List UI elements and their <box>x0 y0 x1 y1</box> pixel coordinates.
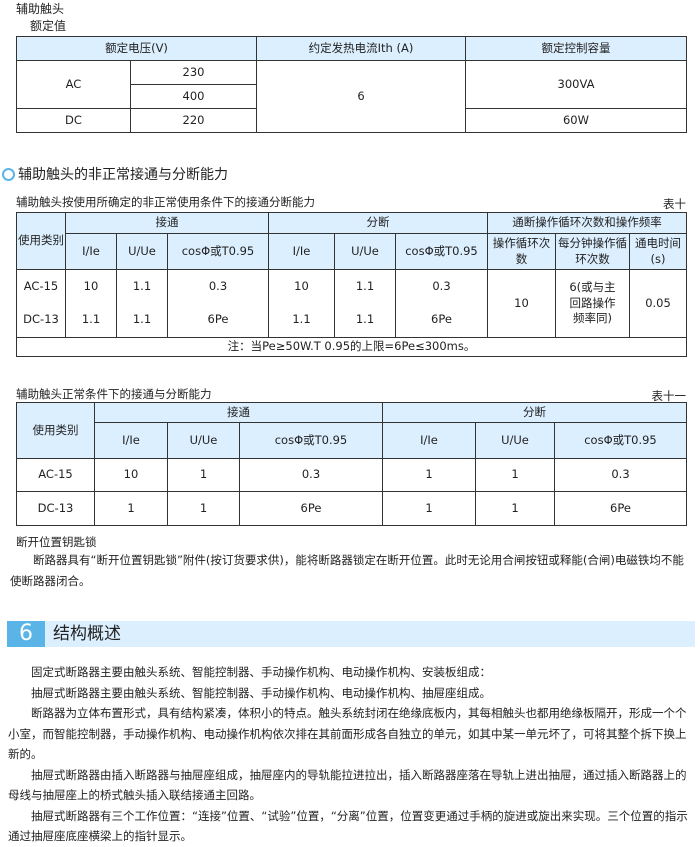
table10-note: 注：当Pe≥50W.T 0.95的上限=6Pe≤300ms。 <box>15 337 688 357</box>
table10-caption: 辅助触头按使用所确定的非正常使用条件下的接通分断能力 <box>16 195 315 209</box>
h-b-cos: cosΦ或T0.95 <box>395 233 488 270</box>
h-use: 使用类别 <box>16 212 66 270</box>
lock-text: 断路器具有“断开位置钥匙锁”附件(按订货要求供)，能将断路器锁定在断开位置。此时… <box>10 553 684 588</box>
table10-label: 表十 <box>663 197 686 211</box>
cell: 1 <box>382 458 476 492</box>
cell-cap-dc: 60W <box>465 108 687 133</box>
cell: 1 <box>167 491 240 526</box>
table11: 使用类别 接通 分断 I/Ie U/Ue cosΦ或T0.95 I/Ie U/Ue cosΦ… <box>16 402 687 526</box>
cell: 6Pe <box>554 491 687 526</box>
h-b-ue: U/Ue <box>475 422 555 459</box>
cell: AC-15 <box>16 458 95 492</box>
section-title: 结构概述 <box>53 624 121 644</box>
table11-label: 表十一 <box>651 389 687 403</box>
paragraph: 抽屉式断路器由插入断路器与抽屉座组成，抽屉座内的导轨能拉进拉出，插入断路器座落在… <box>8 767 687 803</box>
cell: 0.3 <box>167 269 269 304</box>
cell: 1.1 <box>268 303 335 338</box>
section-heading-text: 辅助触头的非正常接通与分断能力 <box>18 167 228 183</box>
section6-bar: 6 结构概述 <box>7 621 695 647</box>
lock-title: 断开位置钥匙锁 <box>16 535 97 549</box>
h-b-ie: I/Ie <box>268 233 335 270</box>
circle-bullet-icon <box>2 167 15 181</box>
h-m-ue: U/Ue <box>167 422 240 459</box>
h-m-ie: I/Ie <box>65 233 117 270</box>
h-break: 分断 <box>268 212 488 234</box>
h-permin: 每分钟操作循环次数 <box>555 233 630 270</box>
cell: DC-13 <box>16 303 66 338</box>
cell-time: 0.05 <box>628 269 688 338</box>
cell: AC-15 <box>16 269 66 304</box>
cell: 10 <box>65 269 117 304</box>
cell: 1.1 <box>334 269 396 304</box>
cell: 1 <box>94 491 168 526</box>
cell-cycles: 10 <box>487 269 556 338</box>
cell: 10 <box>94 458 168 492</box>
cell-cap-ac: 300VA <box>465 60 687 109</box>
table11-caption: 辅助触头正常条件下的接通与分断能力 <box>16 387 212 401</box>
cell: 0.3 <box>395 269 488 304</box>
cell: 6Pe <box>167 303 269 338</box>
cell: 1.1 <box>116 303 168 338</box>
cell: 1 <box>167 458 240 492</box>
paragraph: 断路器为立体布置形式，具有结构紧凑，体积小的特点。触头系统封闭在绝缘底板内，其每… <box>8 706 687 761</box>
section-heading-abnormal: 辅助触头的非正常接通与分断能力 <box>2 164 228 184</box>
cell: 1 <box>475 458 555 492</box>
aux-title: 辅助触头 <box>16 2 65 16</box>
cell-400: 400 <box>130 84 257 109</box>
cell-ith: 6 <box>256 60 466 133</box>
h-b-ie: I/Ie <box>382 422 476 459</box>
cell-ac: AC <box>16 60 131 109</box>
paragraph: 固定式断路器主要由触头系统、智能控制器、手动操作机构、电动操作机构、安装板组成： <box>31 665 491 679</box>
header-ith: 约定发热电流Ith (A) <box>256 36 466 61</box>
section-number: 6 <box>7 621 45 647</box>
cell: 1.1 <box>334 303 396 338</box>
cell: 10 <box>268 269 335 304</box>
h-make: 接通 <box>94 402 383 423</box>
h-b-cos: cosΦ或T0.95 <box>554 422 687 459</box>
cell: 6Pe <box>239 491 383 526</box>
h-m-cos: cosΦ或T0.95 <box>239 422 383 459</box>
cell: 0.3 <box>239 458 383 492</box>
h-cycles: 操作循环次数 <box>487 233 556 270</box>
h-b-ue: U/Ue <box>334 233 396 270</box>
paragraph: 抽屉式断路器有三个工作位置：“连接”位置、“试验”位置，“分离”位置，位置变更通… <box>8 808 688 844</box>
cell: 0.3 <box>554 458 687 492</box>
header-voltage: 额定电压(V) <box>16 36 257 61</box>
cell: 6Pe <box>395 303 488 338</box>
h-ops: 通断操作循环次数和操作频率 <box>486 212 688 234</box>
h-make: 接通 <box>65 212 269 234</box>
cell-permin: 6(或与主回路操作频率同) <box>555 269 630 338</box>
h-m-cos: cosΦ或T0.95 <box>167 233 269 270</box>
h-use: 使用类别 <box>16 402 95 459</box>
cell-dc: DC <box>16 108 131 133</box>
rated-values-table: 额定电压(V) 约定发热电流Ith (A) 额定控制容量 AC 230 6 300… <box>16 36 687 133</box>
cell: 1.1 <box>116 269 168 304</box>
cell: 1 <box>382 491 476 526</box>
section6-body: 固定式断路器主要由触头系统、智能控制器、手动操作机构、电动操作机构、安装板组成：… <box>8 662 690 847</box>
h-break: 分断 <box>382 402 687 423</box>
table10: 使用类别 接通 分断 通断操作循环次数和操作频率 I/Ie U/Ue cosΦ或T0… <box>15 212 688 357</box>
paragraph: 抽屉式断路器主要由触头系统、智能控制器、手动操作机构、电动操作机构、抽屉座组成。 <box>31 685 491 700</box>
cell: DC-13 <box>16 491 95 526</box>
h-m-ue: U/Ue <box>116 233 168 270</box>
cell-220: 220 <box>130 108 257 133</box>
cell: 1 <box>475 491 555 526</box>
h-m-ie: I/Ie <box>94 422 168 459</box>
h-time: 通电时间(s) <box>628 233 688 270</box>
cell: 1.1 <box>65 303 117 338</box>
header-capacity: 额定控制容量 <box>465 36 687 61</box>
rated-title: 额定值 <box>30 19 67 33</box>
cell-230: 230 <box>130 60 257 85</box>
